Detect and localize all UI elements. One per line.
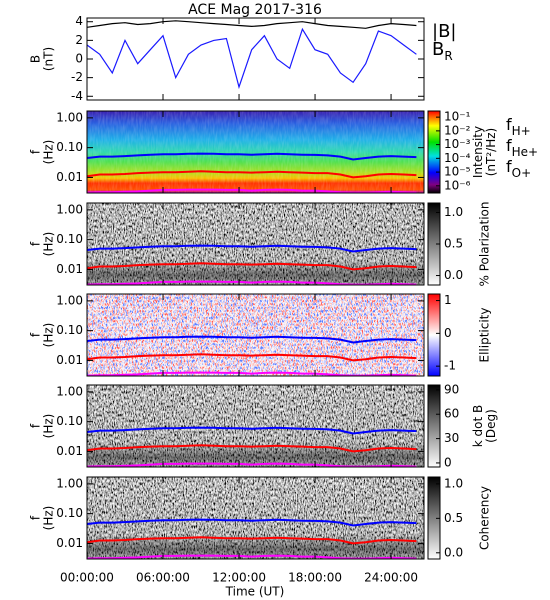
y-tick-label: 0 — [75, 52, 83, 66]
colorbar-tick-label: 60 — [444, 407, 459, 421]
series-line — [87, 426, 417, 435]
colorbar-title: % Polarization — [478, 202, 492, 287]
y-tick-label: 1.00 — [56, 110, 83, 124]
y-axis-title: (Hz) — [42, 506, 56, 531]
y-axis-title: (Hz) — [42, 232, 56, 257]
series-line — [87, 244, 417, 253]
y-tick-label: 1.00 — [56, 202, 83, 216]
colorbar-tick-label: 30 — [444, 431, 459, 445]
colorbar-tick-label: 0.5 — [444, 511, 463, 525]
colorbar-tick-label: 10⁻² — [444, 123, 471, 137]
y-axis-title: (Hz) — [42, 140, 56, 165]
colorbar-tick-label: 0 — [444, 455, 452, 469]
x-tick-label: 12:00:00 — [212, 571, 266, 585]
y-tick-label: -2 — [71, 70, 83, 84]
y-tick-label: 0.10 — [56, 506, 83, 520]
colorbar-title: Ellipticity — [478, 308, 492, 363]
y-axis-title: f — [29, 332, 43, 337]
y-axis-title: (nT) — [42, 47, 56, 71]
colorbar — [427, 293, 441, 377]
y-axis-title: B — [29, 55, 43, 63]
y-tick-label: 0.01 — [56, 170, 83, 184]
colorbar-tick-label: 0.0 — [444, 545, 463, 559]
colorbar-title: (Deg) — [484, 409, 498, 443]
plot-frame — [86, 476, 425, 560]
y-tick-label: 0.10 — [56, 140, 83, 154]
spectrogram-shade — [87, 203, 424, 285]
series-line — [87, 262, 417, 271]
y-tick-label: 0.01 — [56, 444, 83, 458]
x-axis-title: Time (UT) — [225, 585, 285, 599]
colorbar-title: Intensity — [471, 126, 485, 178]
legend-label: fHe+ — [506, 136, 538, 159]
x-tick-label: 06:00:00 — [136, 571, 190, 585]
x-tick-label: 24:00:00 — [364, 571, 418, 585]
colorbar-tick-label: 0.5 — [444, 237, 463, 251]
legend-label: BR — [432, 39, 453, 63]
colorbar-tick-label: 10⁻⁵ — [444, 165, 471, 179]
y-axis-title: f — [29, 241, 43, 246]
y-tick-label: 0.10 — [56, 414, 83, 428]
series-line — [87, 20, 417, 29]
series-line — [87, 152, 417, 161]
y-tick-label: 2 — [75, 33, 83, 47]
y-tick-label: 0.01 — [56, 536, 83, 550]
plot-frame — [86, 293, 425, 377]
y-tick-label: 1.00 — [56, 384, 83, 398]
colorbar — [427, 384, 441, 468]
x-tick-label: 18:00:00 — [288, 571, 342, 585]
series-line — [87, 27, 417, 90]
series-line — [87, 353, 417, 362]
chart-title: ACE Mag 2017-316 — [188, 2, 322, 18]
y-axis-title: (Hz) — [42, 414, 56, 439]
colorbar-tick-label: 1.0 — [444, 205, 463, 219]
colorbar-title: k dot B — [471, 405, 485, 447]
spectrogram-shade — [87, 385, 424, 467]
legend-label: fO+ — [506, 157, 531, 180]
colorbar-tick-label: -1 — [444, 359, 456, 373]
plot-frame — [86, 384, 425, 468]
y-tick-label: 0.01 — [56, 262, 83, 276]
colorbar-tick-label: 10⁻¹ — [444, 110, 471, 124]
y-axis-title: f — [29, 423, 43, 428]
colorbar-title: (nT²/Hz) — [484, 128, 498, 176]
colorbar — [427, 110, 441, 194]
series-line — [87, 444, 417, 453]
y-tick-label: 0.10 — [56, 232, 83, 246]
plot-area — [87, 20, 417, 90]
colorbar-tick-label: 1.0 — [444, 476, 463, 490]
series-line — [87, 518, 417, 527]
plot-frame — [86, 202, 425, 286]
plot-frame — [86, 110, 425, 194]
colorbar-tick-label: 1 — [444, 293, 452, 307]
colorbar-title: Coherency — [478, 486, 492, 550]
series-line — [87, 170, 417, 179]
y-tick-label: 1.00 — [56, 293, 83, 307]
series-line — [87, 335, 417, 344]
y-tick-label: -4 — [71, 89, 83, 103]
spectrogram-texture — [87, 111, 424, 193]
y-tick-label: 0.10 — [56, 323, 83, 337]
spectrogram-texture — [87, 294, 424, 376]
colorbar-tick-label: 10⁻⁴ — [444, 151, 471, 165]
colorbar-tick-label: 10⁻³ — [444, 137, 471, 151]
y-axis-title: f — [29, 515, 43, 520]
colorbar-tick-label: 0.0 — [444, 268, 463, 282]
colorbar-tick-label: 10⁻⁶ — [444, 178, 471, 192]
legend-label: fH+ — [506, 115, 531, 138]
y-tick-label: 0.01 — [56, 353, 83, 367]
y-tick-label: 1.00 — [56, 476, 83, 490]
colorbar-tick-label: 90 — [444, 382, 459, 396]
y-axis-title: f — [29, 149, 43, 154]
series-line — [87, 536, 417, 545]
plot-frame — [86, 17, 425, 101]
x-tick-label: 00:00:00 — [60, 571, 114, 585]
spectrogram-shade — [87, 477, 424, 559]
legend-label: |B| — [432, 21, 456, 42]
y-tick-label: 4 — [75, 14, 83, 28]
colorbar-tick-label: 0 — [444, 326, 452, 340]
y-axis-title: (Hz) — [42, 323, 56, 348]
